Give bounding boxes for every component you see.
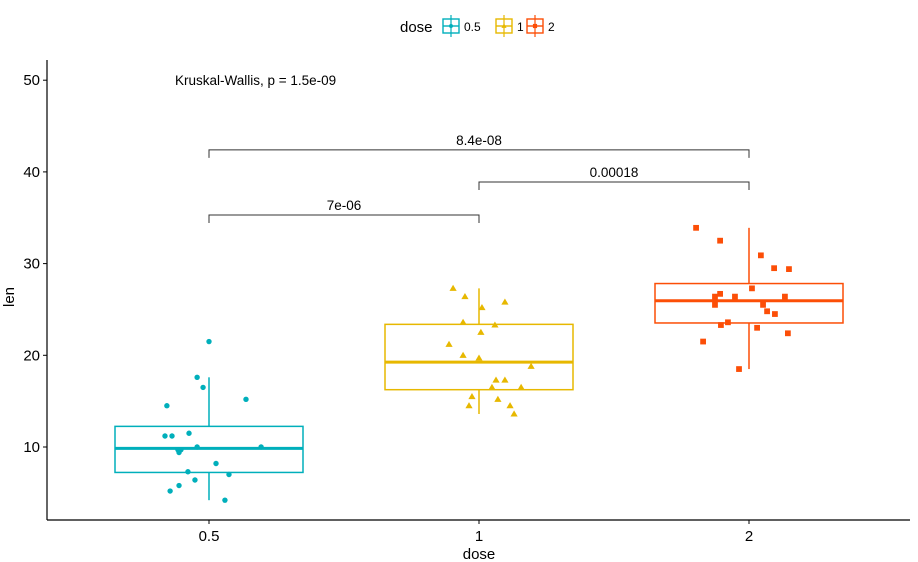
data-point <box>477 328 485 335</box>
data-point <box>226 471 232 478</box>
x-tick-label: 1 <box>475 528 483 545</box>
y-tick-label: 30 <box>23 256 40 273</box>
data-point <box>760 301 766 308</box>
data-point <box>169 433 175 439</box>
data-point <box>510 410 518 417</box>
y-axis-title: len <box>1 287 18 307</box>
data-point <box>501 376 509 383</box>
data-point <box>167 488 173 494</box>
legend-label: 0.5 <box>464 20 481 34</box>
data-point <box>764 308 770 315</box>
data-point <box>782 293 788 300</box>
box <box>654 282 844 324</box>
data-point <box>771 265 777 272</box>
data-point <box>517 383 525 390</box>
data-point <box>725 319 731 326</box>
legend-key-marker <box>532 23 538 29</box>
legend-key-marker <box>449 24 453 28</box>
data-point <box>732 293 738 300</box>
data-point <box>506 402 514 409</box>
data-point <box>194 444 200 450</box>
comparison-p-value: 0.00018 <box>590 165 639 180</box>
y-tick-label: 40 <box>23 164 40 181</box>
data-point <box>736 366 742 372</box>
data-point <box>175 447 181 453</box>
x-tick-label: 0.5 <box>199 528 220 545</box>
data-point <box>700 338 706 345</box>
data-point <box>501 298 509 305</box>
data-point <box>492 376 500 383</box>
data-point <box>164 403 170 409</box>
legend: dose 0.5 1 2 <box>400 15 555 37</box>
box <box>384 323 574 391</box>
comparison-bracket <box>478 181 750 190</box>
data-point <box>494 395 502 402</box>
y-tick-label: 20 <box>23 347 40 364</box>
data-point <box>475 354 483 361</box>
data-point <box>192 477 198 483</box>
data-point <box>712 293 718 300</box>
legend-label: 2 <box>548 20 555 34</box>
data-point <box>488 383 496 390</box>
data-point <box>213 460 219 467</box>
data-point <box>785 330 791 337</box>
data-point <box>478 304 486 311</box>
comparison-p-value: 8.4e-08 <box>456 133 502 148</box>
data-point <box>162 433 168 439</box>
data-point <box>445 340 453 347</box>
data-point <box>461 293 469 300</box>
data-point <box>206 338 212 345</box>
data-point <box>194 374 200 381</box>
comparison-bracket <box>208 214 480 223</box>
data-point <box>468 392 476 400</box>
y-tick-label: 50 <box>23 72 40 89</box>
data-point <box>772 311 778 317</box>
data-point <box>693 224 699 231</box>
data-point <box>718 322 724 328</box>
legend-key-marker <box>501 23 507 28</box>
data-point <box>200 384 206 391</box>
x-axis-title: dose <box>463 546 496 562</box>
box-group-2 <box>654 224 844 372</box>
data-point <box>186 430 192 436</box>
data-point <box>758 252 764 259</box>
data-point <box>185 469 191 475</box>
data-point <box>754 324 760 331</box>
data-point <box>786 266 792 272</box>
data-point <box>459 351 467 358</box>
x-tick-label: 2 <box>745 528 753 545</box>
data-point <box>717 290 723 297</box>
data-point <box>712 301 718 308</box>
global-test-label: Kruskal-Wallis, p = 1.5e-09 <box>175 73 336 88</box>
data-point <box>258 444 264 450</box>
data-point <box>465 402 473 409</box>
box-group-1 <box>384 284 574 417</box>
data-point <box>449 284 457 291</box>
box-group-0.5 <box>114 338 304 503</box>
y-tick-label: 10 <box>23 439 40 456</box>
data-point <box>717 237 723 244</box>
data-point <box>491 321 499 328</box>
legend-label: 1 <box>517 20 524 34</box>
data-point <box>749 285 755 292</box>
data-point <box>176 482 182 489</box>
data-point <box>527 362 535 369</box>
legend-title: dose <box>400 19 433 36</box>
comparison-bracket <box>208 149 750 158</box>
data-point <box>243 396 249 403</box>
data-point <box>459 318 467 325</box>
comparison-p-value: 7e-06 <box>327 198 362 213</box>
data-point <box>222 497 228 503</box>
